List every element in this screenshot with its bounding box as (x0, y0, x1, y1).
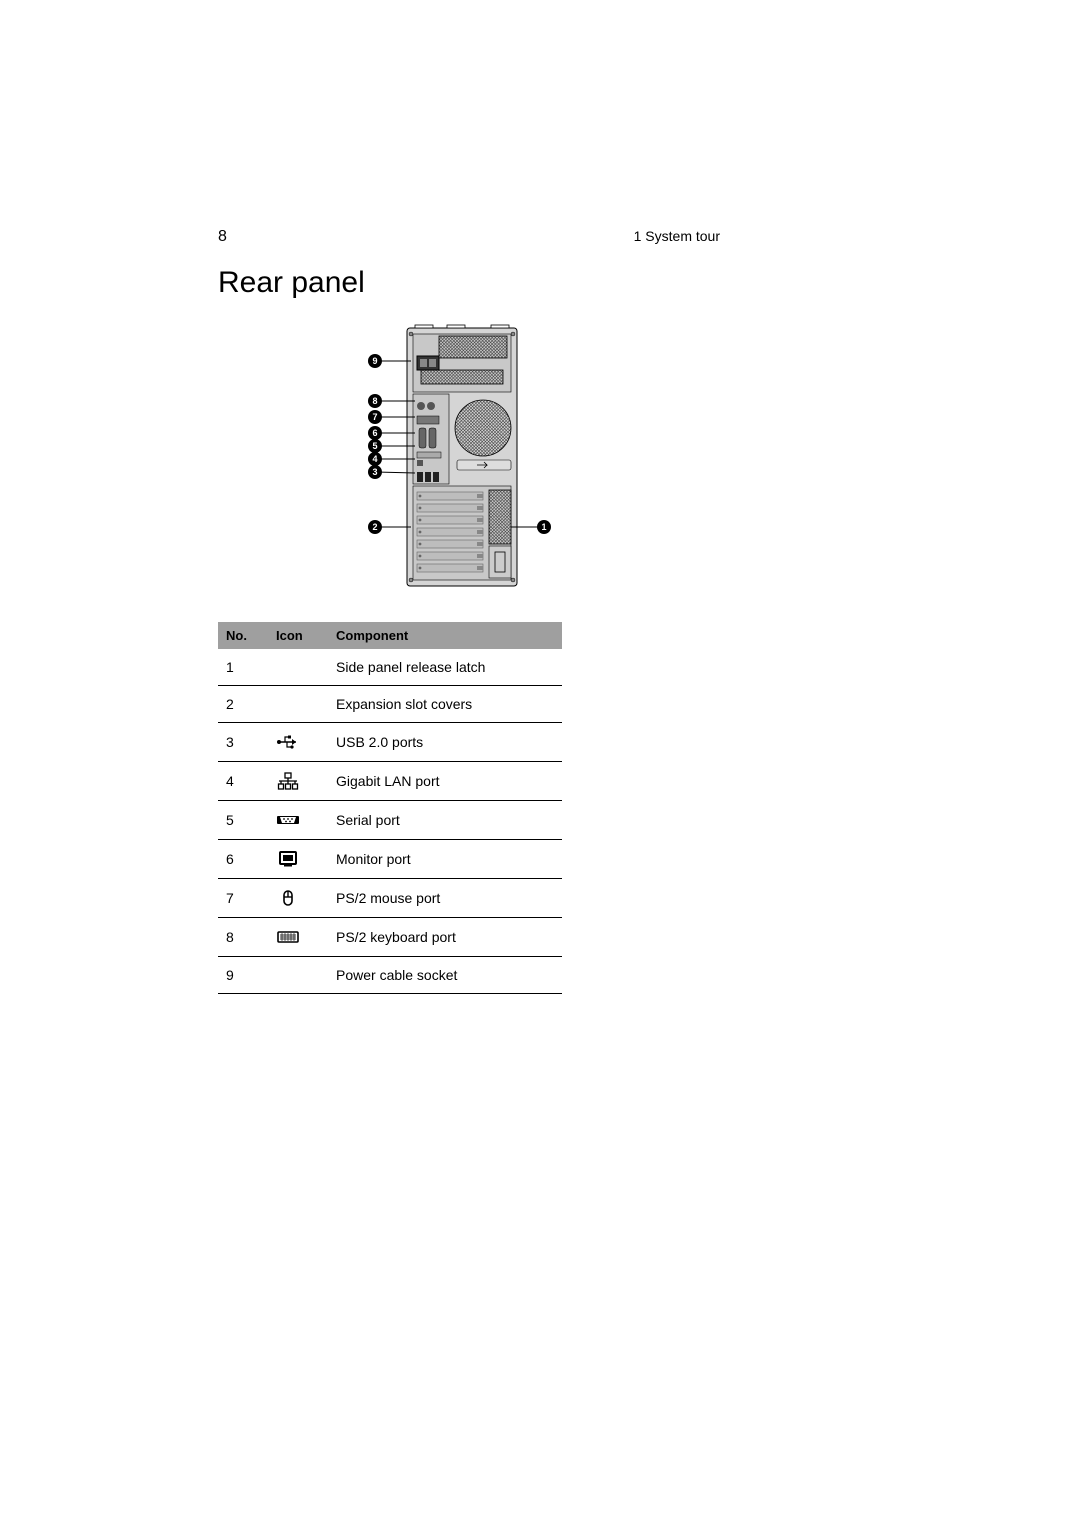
cell-icon (268, 918, 328, 957)
rear-panel-svg: 9 8 7 6 5 4 3 2 1 (339, 324, 599, 592)
svg-text:5: 5 (372, 441, 377, 451)
component-table: No. Icon Component 1 Side panel release l… (218, 622, 562, 994)
table-row: 8 PS/2 keyboard port (218, 918, 562, 957)
rear-panel-diagram: 9 8 7 6 5 4 3 2 1 (218, 324, 720, 592)
cell-component: Monitor port (328, 840, 562, 879)
cell-no: 7 (218, 879, 268, 918)
page-number: 8 (218, 228, 227, 246)
cell-no: 4 (218, 762, 268, 801)
cell-no: 9 (218, 957, 268, 994)
cell-icon (268, 957, 328, 994)
cell-component: Serial port (328, 801, 562, 840)
cell-no: 3 (218, 723, 268, 762)
table-row: 6 Monitor port (218, 840, 562, 879)
cell-icon (268, 879, 328, 918)
svg-text:3: 3 (372, 467, 377, 477)
cell-no: 6 (218, 840, 268, 879)
cell-no: 5 (218, 801, 268, 840)
cell-component: USB 2.0 ports (328, 723, 562, 762)
cell-icon (268, 649, 328, 686)
cell-no: 2 (218, 686, 268, 723)
table-row: 5 Serial port (218, 801, 562, 840)
cell-icon (268, 840, 328, 879)
running-head: 1 System tour (634, 228, 720, 244)
table-row: 7 PS/2 mouse port (218, 879, 562, 918)
svg-text:6: 6 (372, 428, 377, 438)
cell-component: PS/2 keyboard port (328, 918, 562, 957)
table-row: 1 Side panel release latch (218, 649, 562, 686)
cell-component: PS/2 mouse port (328, 879, 562, 918)
cell-component: Power cable socket (328, 957, 562, 994)
table-row: 9 Power cable socket (218, 957, 562, 994)
th-icon: Icon (268, 622, 328, 649)
table-row: 2 Expansion slot covers (218, 686, 562, 723)
cell-icon (268, 762, 328, 801)
table-row: 3 USB 2.0 ports (218, 723, 562, 762)
svg-text:7: 7 (372, 412, 377, 422)
table-row: 4 Gigabit LAN port (218, 762, 562, 801)
th-component: Component (328, 622, 562, 649)
cell-icon (268, 801, 328, 840)
svg-text:4: 4 (372, 454, 377, 464)
cell-component: Gigabit LAN port (328, 762, 562, 801)
th-no: No. (218, 622, 268, 649)
svg-text:9: 9 (372, 356, 377, 366)
cell-icon (268, 686, 328, 723)
page-title: Rear panel (218, 266, 720, 300)
cell-icon (268, 723, 328, 762)
cell-component: Side panel release latch (328, 649, 562, 686)
cell-no: 1 (218, 649, 268, 686)
svg-text:8: 8 (372, 396, 377, 406)
svg-text:1: 1 (541, 522, 546, 532)
svg-text:2: 2 (372, 522, 377, 532)
cell-no: 8 (218, 918, 268, 957)
cell-component: Expansion slot covers (328, 686, 562, 723)
